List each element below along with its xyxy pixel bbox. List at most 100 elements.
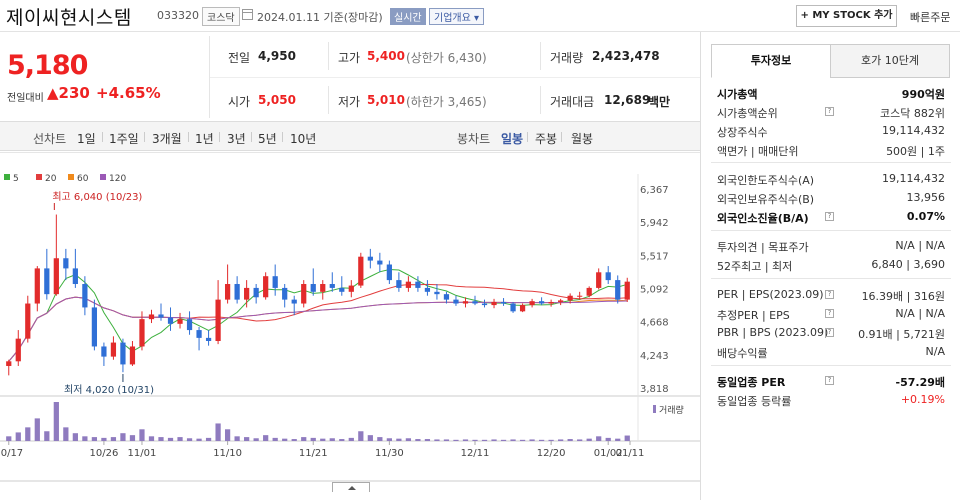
y-tick-label: 5,517 bbox=[640, 251, 669, 262]
quote-date: 2024.01.11 기준(장마감) bbox=[257, 11, 383, 24]
volume-bar bbox=[44, 431, 50, 441]
change-label: 전일대비 bbox=[7, 93, 44, 104]
volume-bar bbox=[339, 439, 345, 441]
tab-investment-info[interactable]: 투자정보 bbox=[711, 44, 831, 78]
info-row: 52주최고 | 최저 6,840 | 3,690 bbox=[711, 255, 951, 274]
volume-bar bbox=[538, 439, 545, 441]
help-icon[interactable]: ? bbox=[825, 212, 834, 221]
volume-bar bbox=[205, 437, 212, 441]
candle-body bbox=[224, 284, 231, 300]
info-value: 16.39배 | 316원 bbox=[861, 290, 945, 303]
divider bbox=[540, 42, 541, 70]
info-row: 동일업종 등락률 +0.19% bbox=[711, 390, 951, 409]
info-label: 상장주식수 bbox=[717, 126, 768, 139]
candle-body bbox=[320, 284, 326, 292]
volume-bar bbox=[167, 437, 174, 441]
candle-body bbox=[529, 301, 535, 306]
info-row: 액면가 | 매매단위 500원 | 1주 bbox=[711, 140, 951, 159]
candle-body bbox=[120, 342, 126, 365]
tab-candle-chart[interactable]: 봉차트 bbox=[457, 132, 491, 146]
expand-chart-button[interactable] bbox=[332, 482, 370, 492]
tab-line-chart[interactable]: 선차트 bbox=[33, 132, 67, 146]
company-overview-dropdown[interactable]: 기업개요 ▾ bbox=[429, 8, 484, 25]
tab-weekly[interactable]: 주봉 bbox=[535, 132, 558, 146]
candle-body bbox=[44, 268, 50, 295]
help-icon[interactable]: ? bbox=[825, 328, 834, 337]
volume-bar bbox=[367, 435, 373, 441]
candle-body bbox=[158, 314, 164, 318]
candle-body bbox=[577, 295, 583, 297]
volume-bar bbox=[510, 439, 516, 441]
info-value: +0.19% bbox=[900, 393, 945, 406]
candle-body bbox=[500, 301, 507, 304]
volume-bar bbox=[586, 438, 592, 441]
prev-close-value: 4,950 bbox=[258, 49, 296, 63]
candle-body bbox=[234, 284, 240, 300]
realtime-button[interactable]: 실시간 bbox=[390, 8, 426, 25]
volume-bar bbox=[500, 439, 507, 441]
x-tick-label: 01/11 bbox=[616, 448, 645, 459]
info-value: 500원 | 1주 bbox=[886, 145, 945, 158]
tab-order-book[interactable]: 호가 10단계 bbox=[830, 44, 950, 78]
volume-bar bbox=[234, 436, 240, 441]
candle-body bbox=[25, 303, 31, 339]
high-annotation: 최고 6,040 (10/23) bbox=[52, 191, 142, 203]
volume-bar bbox=[577, 439, 583, 441]
candle-body bbox=[186, 319, 193, 331]
volume-bar bbox=[282, 438, 288, 441]
help-icon[interactable]: ? bbox=[825, 376, 834, 385]
volume-bar bbox=[348, 437, 354, 441]
candle-body bbox=[339, 287, 345, 292]
candle-body bbox=[110, 342, 117, 357]
volume-bar bbox=[481, 439, 488, 441]
volume-bar bbox=[110, 437, 117, 441]
candle-body bbox=[424, 287, 431, 292]
upper-limit: (상한가 6,430) bbox=[406, 51, 487, 65]
tab-1day[interactable]: 1일 bbox=[77, 132, 96, 146]
current-price: 5,180 bbox=[7, 50, 88, 81]
x-tick-label: 12/20 bbox=[537, 448, 566, 459]
tab-1week[interactable]: 1주일 bbox=[109, 132, 139, 146]
x-tick-label: 11/01 bbox=[128, 448, 157, 459]
candle-body bbox=[434, 291, 440, 295]
info-label: 동일업종 PER bbox=[717, 376, 786, 389]
x-tick-label: 12/11 bbox=[461, 448, 490, 459]
tab-1year[interactable]: 1년 bbox=[195, 132, 214, 146]
help-icon[interactable]: ? bbox=[825, 290, 834, 299]
candle-body bbox=[272, 276, 278, 288]
divider bbox=[102, 132, 103, 142]
tab-5years[interactable]: 5년 bbox=[258, 132, 277, 146]
candle-body bbox=[139, 319, 145, 347]
volume-bar bbox=[424, 439, 431, 441]
volume-bar bbox=[377, 437, 383, 441]
candle-body bbox=[215, 299, 221, 342]
candle-body bbox=[358, 256, 364, 286]
period-tab-bar: 선차트 1일 1주일 3개월 1년 3년 5년 10년 봉차트 일봉 주봉 월봉 bbox=[0, 121, 700, 151]
quick-order-link[interactable]: 빠른주문 bbox=[910, 11, 951, 24]
help-icon[interactable]: ? bbox=[825, 107, 834, 116]
info-label: PER | EPS(2023.09) bbox=[717, 288, 824, 301]
my-stock-add-button[interactable]: + MY STOCK 추가 bbox=[796, 5, 897, 27]
candle-body bbox=[63, 258, 69, 269]
tab-daily[interactable]: 일봉 bbox=[501, 132, 524, 146]
volume-bar bbox=[6, 436, 12, 441]
volume-bar bbox=[529, 439, 535, 441]
legend-label: 120 bbox=[109, 174, 126, 184]
high-value: 5,400 bbox=[367, 49, 405, 63]
info-value: 19,114,432 bbox=[882, 172, 945, 185]
tab-10years[interactable]: 10년 bbox=[290, 132, 317, 146]
x-tick-label: 11/10 bbox=[213, 448, 242, 459]
tab-3years[interactable]: 3년 bbox=[227, 132, 246, 146]
info-row: 추정PER | EPS? N/A | N/A bbox=[711, 304, 951, 323]
tab-monthly[interactable]: 월봉 bbox=[571, 132, 594, 146]
info-label: 배당수익률 bbox=[717, 347, 768, 360]
tab-3months[interactable]: 3개월 bbox=[152, 132, 182, 146]
help-icon[interactable]: ? bbox=[825, 309, 834, 318]
info-label: 액면가 | 매매단위 bbox=[717, 145, 799, 158]
info-label: 외국인보유주식수(B) bbox=[717, 193, 815, 206]
info-section: 시가총액 990억원 시가총액순위? 코스닥 882위 상장주식수 19,114,432 액… bbox=[711, 78, 951, 163]
candle-body bbox=[15, 338, 21, 362]
legend-swatch bbox=[4, 174, 10, 180]
info-label: 52주최고 | 최저 bbox=[717, 260, 793, 273]
volume-bar bbox=[158, 437, 164, 441]
